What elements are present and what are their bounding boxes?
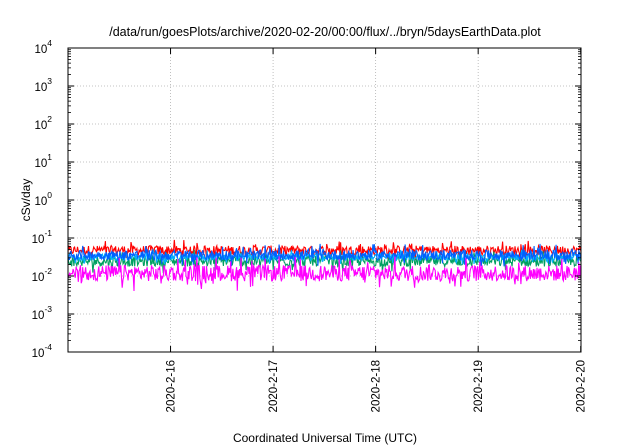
series-line [67, 256, 582, 292]
y-tick-label: 100 [34, 190, 52, 208]
y-tick-label: 101 [34, 152, 52, 170]
x-axis: 2020-2-16 2020-2-17 2020-2-18 2020-2-19 2020… [166, 48, 588, 412]
y-axis-label: cSv/day [19, 179, 33, 222]
x-tick-label: 2020-2-19 [473, 360, 485, 412]
y-tick-label: 10-3 [32, 304, 53, 322]
x-axis-label: Coordinated Universal Time (UTC) [233, 431, 417, 445]
x-tick-label: 2020-2-16 [166, 360, 178, 412]
plot-frame [67, 47, 582, 353]
y-tick-label: 10-1 [32, 228, 53, 246]
y-axis: 10-4 10-3 10-2 10-1 100 101 102 103 104 [32, 38, 581, 360]
series-line [67, 243, 582, 267]
grid [68, 48, 581, 352]
series-line [67, 249, 582, 274]
y-tick-label: 104 [34, 38, 52, 56]
x-tick-label: 2020-2-18 [371, 360, 383, 412]
y-tick-label: 10-2 [32, 266, 53, 284]
x-tick-label: 2020-2-20 [576, 360, 588, 412]
chart-title: /data/run/goesPlots/archive/2020-02-20/0… [109, 25, 541, 39]
y-tick-label: 10-4 [32, 342, 53, 360]
y-tick-label: 102 [34, 114, 52, 132]
series-group [67, 239, 582, 292]
x-tick-label: 2020-2-17 [268, 360, 280, 412]
y-tick-label: 103 [34, 76, 52, 94]
